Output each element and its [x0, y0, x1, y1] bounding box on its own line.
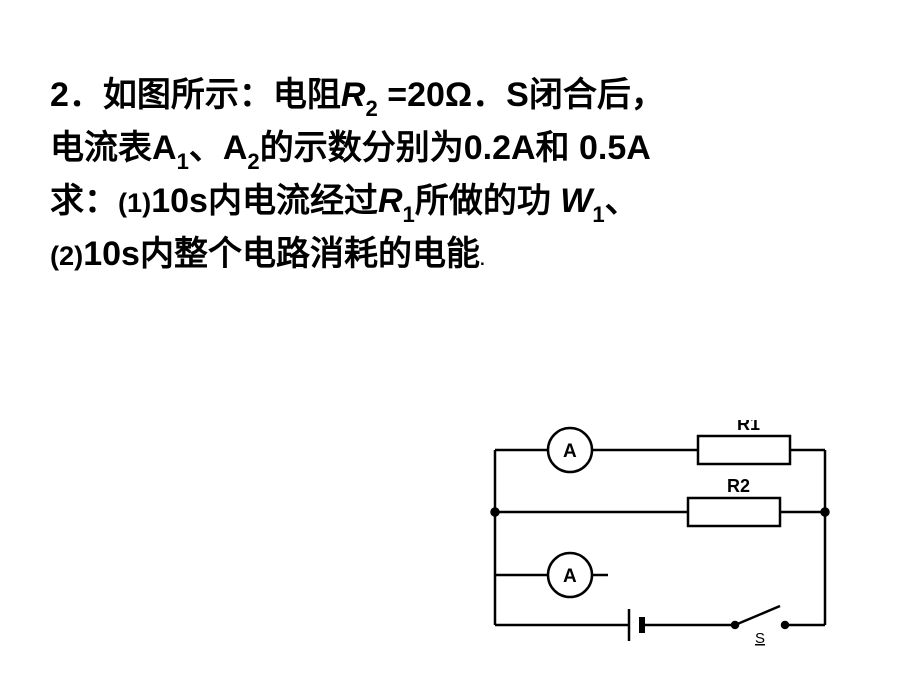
q2-text: 10s内整个电路消耗的电能	[83, 235, 480, 273]
period: .	[480, 250, 485, 269]
r2-label: R2	[727, 476, 750, 496]
switch-label: S	[755, 630, 765, 647]
problem-line1: 2．如图所示：电阻R2 =20Ω．S闭合后，	[50, 70, 880, 123]
problem-line4: (2)10s内整个电路消耗的电能.	[50, 229, 880, 280]
problem-line3: 求：(1)10s内电流经过R1所做的功 W1、	[50, 176, 880, 229]
circuit-diagram: R1 R2 A A S	[440, 420, 860, 660]
r1-sub: 1	[403, 202, 415, 227]
q1-num: (1)	[118, 187, 151, 218]
line3-prefix: 求：	[50, 182, 118, 220]
r1-label: R1	[737, 420, 760, 434]
problem-text: 2．如图所示：电阻R2 =20Ω．S闭合后， 电流表A1、A2的示数分别为0.2…	[0, 0, 920, 300]
r2-sub: 2	[365, 96, 377, 121]
w1-symbol: W	[560, 182, 592, 220]
r2-equals: =20Ω．S闭合后，	[378, 76, 665, 114]
r2-symbol: R	[341, 76, 366, 114]
line2-suffix: 的示数分别为0.2A和 0.5A	[260, 129, 651, 167]
problem-line2: 电流表A1、A2的示数分别为0.2A和 0.5A	[50, 123, 880, 176]
q1-end: 、	[605, 182, 639, 220]
line2-prefix: 电流表A	[50, 129, 177, 167]
q1-text: 10s内电流经过	[151, 182, 378, 220]
line2-mid: 、A	[189, 129, 248, 167]
a1-label: A	[563, 441, 577, 462]
r1-symbol: R	[378, 182, 403, 220]
line1-prefix: 2．如图所示：电阻	[50, 76, 341, 114]
a2-label: A	[563, 566, 577, 587]
a1-sub: 1	[177, 149, 189, 174]
q2-num: (2)	[50, 240, 83, 271]
q1-suffix: 所做的功	[415, 182, 560, 220]
a2-sub: 2	[247, 149, 259, 174]
w1-sub: 1	[592, 202, 604, 227]
